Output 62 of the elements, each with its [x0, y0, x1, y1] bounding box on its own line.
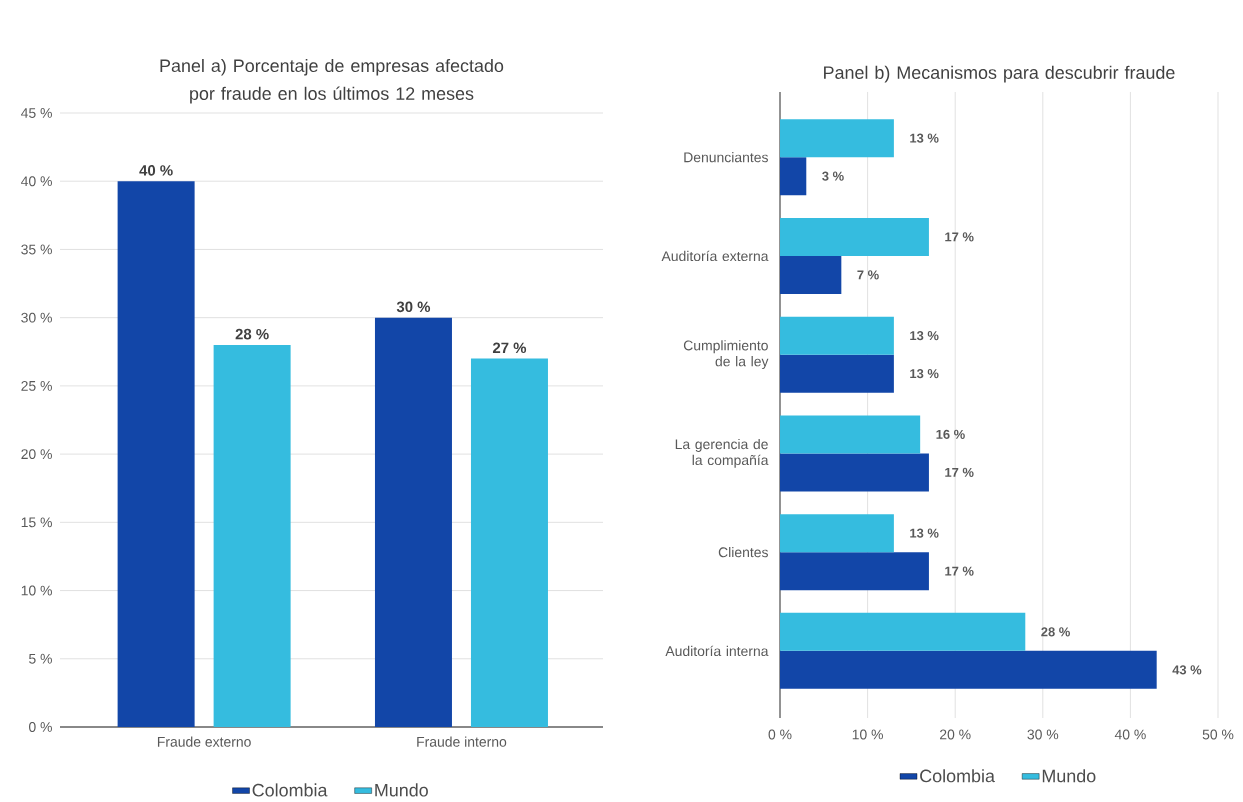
bar [780, 415, 921, 454]
data-label: 7 % [857, 270, 879, 280]
y-tick-label: 20 % [21, 449, 52, 460]
bar [780, 157, 807, 196]
data-label: 13 % [910, 331, 939, 341]
bar [780, 255, 842, 294]
bar [780, 119, 894, 158]
bar [213, 344, 291, 727]
data-label: 40 % [139, 165, 173, 176]
chart-title: Panel a) Porcentaje de empresas afectado por fraude en los últimos 12 meses [160, 58, 504, 104]
y-tick-label: 15 % [21, 517, 52, 528]
x-tick-label: 40 % [1114, 729, 1146, 740]
data-label: 17 % [945, 232, 974, 242]
data-label: 3 % [822, 171, 844, 181]
y-tick-label: Clientes [718, 547, 768, 558]
y-tick-label: Cumplimiento de la ley [683, 340, 769, 370]
y-tick-label: 25 % [21, 380, 52, 391]
y-tick-label: Denunciantes [684, 152, 768, 163]
y-tick-label: 30 % [21, 312, 52, 323]
y-tick-label: Auditoría interna [665, 645, 769, 657]
bar [780, 650, 1157, 689]
y-tick-label: 45 % [21, 108, 52, 118]
bar [780, 552, 929, 591]
x-tick-label: 10 % [852, 729, 883, 740]
y-tick-label: 5 % [29, 653, 52, 664]
y-tick-label: 0 % [28, 722, 52, 732]
data-label: 13 % [910, 528, 939, 538]
bar [374, 317, 452, 727]
bar [117, 181, 195, 727]
y-tick-label: La gerencia de la compañía [675, 438, 769, 468]
bar [780, 612, 1026, 651]
x-tick-label: 0 % [768, 729, 792, 740]
bar [470, 358, 548, 727]
data-label: 30 % [396, 301, 431, 313]
legend-label: Mundo [375, 783, 428, 797]
x-tick-label: Fraude interno [417, 736, 507, 747]
data-label: 27 % [492, 342, 527, 354]
legend-label: Colombia [920, 769, 995, 783]
data-label: 28 % [1041, 627, 1070, 637]
data-label: 13 % [910, 133, 939, 143]
data-label: 13 % [910, 369, 939, 379]
bar [780, 316, 894, 355]
legend-label: Mundo [1042, 769, 1096, 783]
legend-label: Colombia [252, 783, 328, 797]
data-label: 16 % [936, 429, 965, 439]
data-label: 28 % [235, 328, 269, 340]
data-label: 17 % [945, 566, 974, 576]
data-label: 17 % [945, 467, 974, 477]
y-tick-label: 40 % [21, 176, 52, 187]
x-tick-label: 20 % [940, 729, 971, 740]
data-label: 43 % [1172, 665, 1202, 675]
bar [780, 217, 929, 256]
chart-title: Panel b) Mecanismos para descubrir fraude [824, 65, 1175, 83]
y-tick-label: Auditoría externa [661, 250, 769, 262]
y-tick-label: 10 % [21, 585, 52, 596]
bar [780, 514, 894, 553]
x-tick-label: Fraude externo [157, 736, 251, 747]
x-tick-label: 50 % [1202, 729, 1234, 740]
x-tick-label: 30 % [1027, 729, 1059, 740]
bar [780, 453, 929, 492]
y-tick-label: 35 % [21, 244, 52, 255]
bar [780, 354, 894, 393]
